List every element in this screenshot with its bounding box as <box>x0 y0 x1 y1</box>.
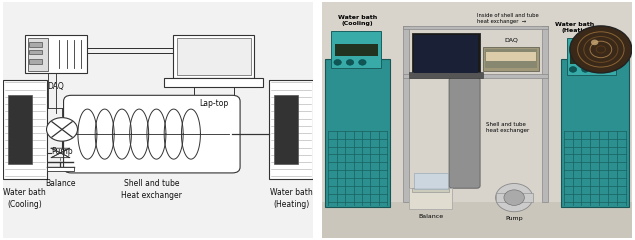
Bar <box>274 95 298 164</box>
Text: Pump: Pump <box>51 147 73 156</box>
Circle shape <box>591 40 598 45</box>
FancyBboxPatch shape <box>413 173 448 189</box>
Bar <box>335 44 378 56</box>
Bar <box>567 38 617 75</box>
Text: (Cooling): (Cooling) <box>8 200 43 209</box>
Bar <box>403 26 409 202</box>
Text: Shell and tube: Shell and tube <box>124 179 180 188</box>
Circle shape <box>504 190 525 205</box>
Bar <box>322 202 632 238</box>
Bar <box>325 59 391 207</box>
Bar <box>29 42 42 47</box>
Bar <box>412 33 480 75</box>
Text: Pump: Pump <box>505 216 523 222</box>
Bar <box>28 38 48 71</box>
Circle shape <box>582 67 589 72</box>
Bar <box>403 26 548 30</box>
Text: Balance: Balance <box>418 214 443 219</box>
Bar <box>177 38 251 75</box>
Text: Water bath
(Heating): Water bath (Heating) <box>556 22 594 33</box>
FancyBboxPatch shape <box>64 95 240 173</box>
Text: Lap-top: Lap-top <box>199 99 229 108</box>
Text: DAQ: DAQ <box>48 82 64 91</box>
Bar <box>3 80 46 179</box>
Bar <box>173 35 254 78</box>
Circle shape <box>346 60 354 65</box>
Circle shape <box>570 26 632 73</box>
Circle shape <box>359 60 366 65</box>
Bar <box>331 31 381 68</box>
Bar <box>542 26 548 202</box>
Bar <box>483 47 539 71</box>
FancyBboxPatch shape <box>449 78 480 188</box>
Bar <box>25 35 87 73</box>
Text: Shell and tube
heat exchanger: Shell and tube heat exchanger <box>486 122 530 133</box>
Bar <box>409 188 452 209</box>
Bar <box>412 188 449 192</box>
Circle shape <box>594 67 601 72</box>
Bar <box>8 95 32 164</box>
Bar <box>415 35 478 73</box>
Bar <box>46 167 74 171</box>
Bar <box>486 52 536 61</box>
Bar <box>409 72 483 78</box>
Circle shape <box>334 60 342 65</box>
Text: (Heating): (Heating) <box>273 200 309 209</box>
Circle shape <box>46 118 77 141</box>
Bar <box>269 80 313 179</box>
Text: Balance: Balance <box>45 179 76 188</box>
Bar <box>29 50 42 54</box>
Bar <box>570 51 613 64</box>
Text: Water bath: Water bath <box>3 188 46 197</box>
Text: DAQ: DAQ <box>504 37 518 42</box>
Circle shape <box>495 184 533 212</box>
Bar <box>561 59 629 207</box>
Bar <box>164 78 264 87</box>
Text: Water bath
(Cooling): Water bath (Cooling) <box>338 15 377 26</box>
Text: Water bath: Water bath <box>270 188 312 197</box>
Circle shape <box>569 67 577 72</box>
Bar <box>403 74 548 78</box>
Bar <box>495 193 533 202</box>
Bar <box>485 49 537 68</box>
Text: Inside of shell and tube
heat exchanger  →: Inside of shell and tube heat exchanger … <box>477 13 538 24</box>
Bar <box>29 59 42 64</box>
Text: Heat exchanger: Heat exchanger <box>121 191 182 200</box>
